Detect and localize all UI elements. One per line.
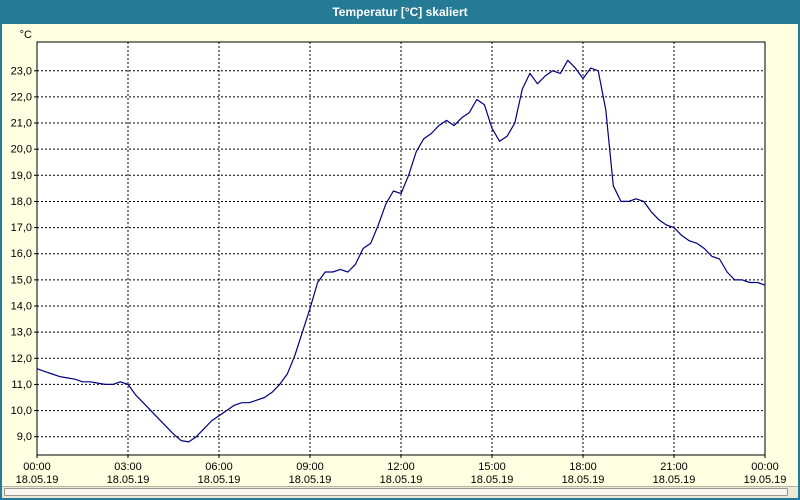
horizontal-scrollbar[interactable] <box>2 486 798 498</box>
svg-text:15:00: 15:00 <box>478 461 506 473</box>
svg-text:23,0: 23,0 <box>11 65 32 77</box>
svg-text:18.05.19: 18.05.19 <box>471 474 514 486</box>
svg-text:19,0: 19,0 <box>11 170 32 182</box>
svg-text:18.05.19: 18.05.19 <box>289 474 332 486</box>
svg-text:06:00: 06:00 <box>205 461 233 473</box>
svg-text:18.05.19: 18.05.19 <box>16 474 59 486</box>
svg-text:18:00: 18:00 <box>569 461 597 473</box>
svg-text:9,0: 9,0 <box>17 431 32 443</box>
svg-text:16,0: 16,0 <box>11 248 32 260</box>
window-title: Temperatur [°C] skaliert <box>332 5 468 19</box>
svg-text:12,0: 12,0 <box>11 353 32 365</box>
svg-text:21,0: 21,0 <box>11 118 32 130</box>
svg-text:14,0: 14,0 <box>11 301 32 313</box>
svg-text:19.05.19: 19.05.19 <box>744 474 787 486</box>
window-titlebar[interactable]: Temperatur [°C] skaliert <box>2 2 798 24</box>
svg-text:03:00: 03:00 <box>114 461 142 473</box>
svg-text:18,0: 18,0 <box>11 196 32 208</box>
svg-text:11,0: 11,0 <box>11 379 32 391</box>
svg-text:00:00: 00:00 <box>751 461 779 473</box>
scrollbar-thumb[interactable] <box>4 488 789 496</box>
svg-text:10,0: 10,0 <box>11 405 32 417</box>
svg-text:17,0: 17,0 <box>11 222 32 234</box>
svg-text:22,0: 22,0 <box>11 91 32 103</box>
svg-text:18.05.19: 18.05.19 <box>107 474 150 486</box>
svg-text:13,0: 13,0 <box>11 327 32 339</box>
svg-text:18.05.19: 18.05.19 <box>653 474 696 486</box>
svg-text:21:00: 21:00 <box>660 461 688 473</box>
svg-text:09:00: 09:00 <box>296 461 324 473</box>
svg-text:00:00: 00:00 <box>23 461 51 473</box>
svg-text:20,0: 20,0 <box>11 144 32 156</box>
temperature-chart: 23,0 22,0 21,0 20,0 19,0 18,0 17,0 16,0 15,0 14,0… <box>11 29 787 486</box>
svg-text:18.05.19: 18.05.19 <box>562 474 605 486</box>
svg-text:15,0: 15,0 <box>11 274 32 286</box>
svg-text:12:00: 12:00 <box>387 461 415 473</box>
svg-text:18.05.19: 18.05.19 <box>198 474 241 486</box>
svg-text:°C: °C <box>20 29 32 41</box>
chart-area: 23,0 22,0 21,0 20,0 19,0 18,0 17,0 16,0 15,0 14,0… <box>2 24 798 488</box>
svg-text:18.05.19: 18.05.19 <box>380 474 423 486</box>
